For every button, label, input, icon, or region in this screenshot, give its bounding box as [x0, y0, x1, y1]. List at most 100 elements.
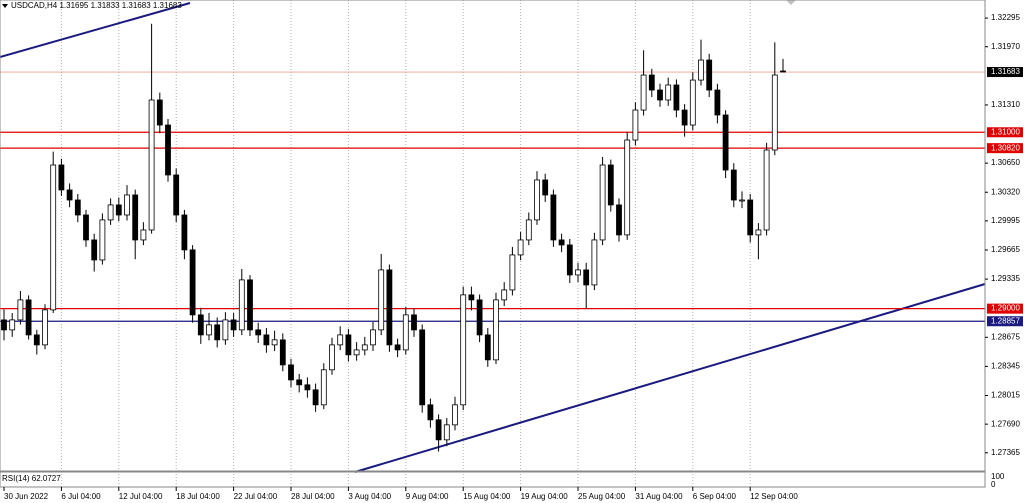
candle-body: [648, 74, 655, 91]
rsi-label: RSI(14) 62.0727: [2, 474, 61, 483]
candle-body: [33, 334, 40, 346]
candle-body: [443, 424, 450, 441]
candle-body: [493, 299, 499, 361]
candle-body: [607, 164, 614, 206]
x-tick-label: 22 Jul 04:00: [234, 492, 278, 501]
rsi-tick-label: 0: [991, 480, 996, 489]
level-label: 1.29000: [991, 304, 1020, 313]
x-tick-label: 3 Aug 04:00: [348, 492, 391, 501]
candle-body: [558, 239, 565, 246]
y-tick-label: 1.28345: [991, 361, 1020, 370]
candle-body: [534, 179, 540, 221]
candle-body: [681, 109, 688, 126]
candle-body: [501, 289, 508, 301]
y-tick-label: 1.28675: [991, 332, 1020, 341]
x-tick-label: 18 Jul 04:00: [176, 492, 220, 501]
candle-body: [394, 344, 401, 351]
candle-body: [197, 314, 204, 336]
candle-body: [361, 344, 368, 351]
candle-body: [156, 99, 163, 126]
candle-body: [657, 89, 663, 101]
x-tick-label: 15 Aug 04:00: [463, 492, 511, 501]
candle-body: [173, 174, 180, 216]
candle-body: [452, 404, 458, 426]
candle-body: [9, 319, 16, 331]
candle-body: [165, 124, 171, 176]
x-tick-label: 12 Jul 04:00: [119, 492, 163, 501]
plot-frame: [0, 0, 986, 472]
candle-body: [566, 244, 573, 276]
y-tick-label: 1.31310: [991, 100, 1020, 109]
candle-body: [476, 299, 483, 336]
candle-body: [435, 419, 442, 441]
candle-body: [74, 199, 81, 216]
candle-body: [214, 324, 221, 341]
candle-body: [329, 344, 335, 371]
candle-body: [509, 254, 516, 291]
candle-body: [542, 179, 549, 196]
candle-body: [698, 59, 704, 81]
candle-body: [468, 294, 475, 301]
candle-body: [755, 229, 762, 236]
y-tick-label: 1.29665: [991, 245, 1020, 254]
level-tag: [987, 143, 1023, 154]
y-tick-label: 1.27365: [991, 448, 1020, 457]
y-tick-label: 1.31970: [991, 42, 1020, 51]
candle-body: [271, 339, 278, 346]
level-label: 1.31683: [991, 67, 1020, 76]
level-tag: [987, 316, 1023, 327]
candle-body: [255, 329, 262, 336]
level-tag: [987, 303, 1023, 314]
candle-body: [17, 299, 24, 321]
axis-layer: 1.32295 1.31970 1.31310 1.30650 1.30320 1.299…: [3, 13, 1023, 501]
candle-body: [378, 269, 385, 331]
candle-body: [632, 109, 639, 141]
candle-body: [296, 379, 303, 386]
candle-body: [337, 334, 344, 346]
candle-body: [386, 269, 393, 346]
trend-line: [354, 283, 986, 473]
candle-body: [1, 319, 7, 331]
candle-body: [230, 319, 237, 331]
candle-body: [525, 219, 532, 241]
candle-body: [722, 114, 729, 171]
candle-body: [616, 204, 622, 236]
level-tag: [987, 67, 1023, 78]
candle-body: [83, 214, 89, 241]
levels-layer: [0, 71, 985, 322]
candle-body: [107, 204, 114, 221]
candle-body: [402, 314, 409, 351]
x-tick-label: 6 Jul 04:00: [61, 492, 101, 501]
menu-arrow: [2, 4, 8, 8]
candle-body: [575, 269, 581, 276]
x-tick-label: 30 Jun 2022: [4, 492, 49, 501]
candle-body: [91, 239, 98, 261]
candle-body: [673, 84, 680, 111]
x-tick-label: 25 Aug 04:00: [578, 492, 626, 501]
level-tag: [987, 127, 1023, 138]
candle-body: [148, 99, 155, 231]
candle-body: [730, 169, 737, 201]
candles-layer: [1, 23, 786, 452]
candle-body: [66, 189, 73, 201]
candle-body: [99, 219, 106, 261]
candle-body: [411, 314, 417, 331]
level-label: 1.28857: [991, 316, 1020, 325]
candle-body: [427, 404, 434, 421]
candle-body: [353, 349, 360, 356]
candle-body: [247, 279, 253, 331]
y-tick-label: 1.32295: [991, 13, 1020, 22]
x-tick-label: 6 Sep 04:00: [693, 492, 737, 501]
candle-body: [320, 369, 327, 406]
candle-body: [640, 74, 647, 111]
candle-body: [591, 239, 598, 286]
candle-body: [58, 164, 65, 191]
candle-body: [181, 214, 188, 251]
candle-body: [599, 164, 606, 241]
candle-body: [312, 389, 319, 406]
y-tick-label: 1.30650: [991, 158, 1020, 167]
candle-body: [50, 164, 57, 311]
candle-body: [763, 149, 770, 231]
candle-body: [689, 79, 696, 126]
